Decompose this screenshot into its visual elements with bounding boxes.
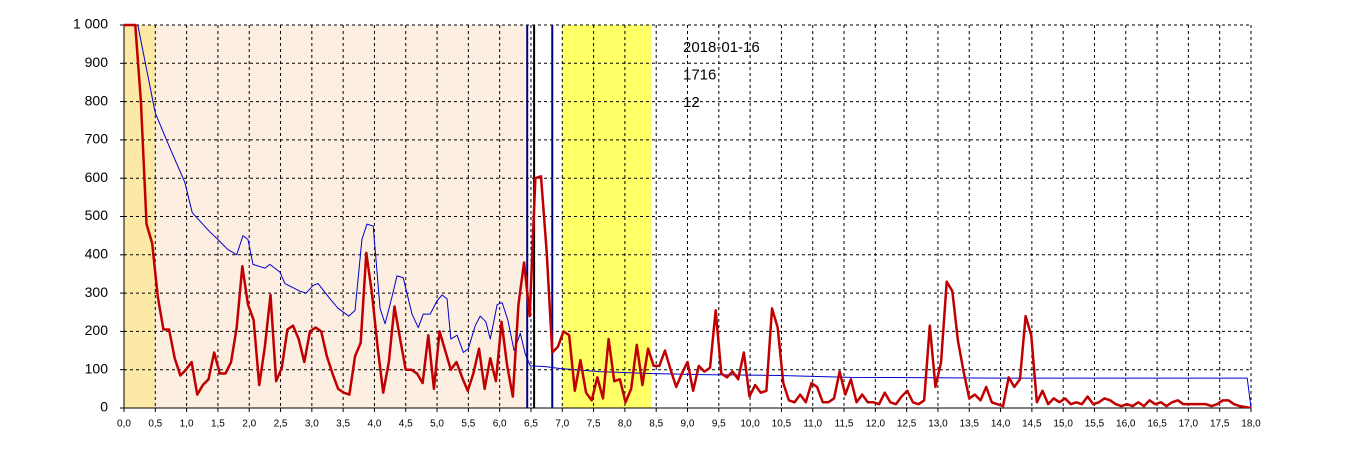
x-tick-label: 18,0 (1241, 419, 1261, 430)
x-tick-label: 14,0 (991, 419, 1011, 430)
x-tick-label: 6,5 (524, 419, 538, 430)
x-tick-label: 10,5 (772, 419, 792, 430)
annotation: 12 (683, 94, 700, 111)
x-tick-label: 5,5 (461, 419, 475, 430)
x-tick-label: 1,0 (180, 419, 194, 430)
x-tick-label: 9,0 (681, 419, 695, 430)
x-tick-label: 11,5 (835, 419, 854, 430)
x-tick-label: 5,0 (430, 419, 444, 430)
x-tick-label: 3,5 (336, 419, 350, 430)
x-tick-label: 12,5 (897, 419, 917, 430)
x-tick-label: 2,0 (242, 419, 256, 430)
x-tick-label: 0,5 (148, 419, 162, 430)
x-tick-label: 17,0 (1179, 419, 1199, 430)
x-tick-label: 8,0 (618, 419, 632, 430)
x-tick-label: 6,0 (493, 419, 507, 430)
y-tick-label: 0 (100, 399, 108, 415)
x-tick-label: 16,0 (1116, 419, 1136, 430)
x-tick-label: 16,5 (1147, 419, 1167, 430)
x-tick-label: 14,5 (1022, 419, 1042, 430)
x-tick-label: 8,5 (649, 419, 663, 430)
x-tick-label: 15,0 (1053, 419, 1073, 430)
y-tick-label: 800 (85, 92, 109, 108)
y-tick-label: 400 (85, 246, 109, 262)
x-tick-label: 4,0 (367, 419, 381, 430)
x-tick-label: 4,5 (399, 419, 413, 430)
y-tick-label: 600 (85, 169, 109, 185)
x-tick-label: 17,5 (1210, 419, 1230, 430)
data-line (124, 23, 1252, 408)
x-tick-label: 7,0 (555, 419, 569, 430)
x-tick-label: 9,5 (712, 419, 726, 430)
data-line (137, 24, 1252, 408)
x-tick-label: 10,0 (740, 419, 760, 430)
x-tick-label: 7,5 (587, 419, 601, 430)
x-tick-label: 0,0 (117, 419, 131, 430)
x-tick-label: 3,0 (305, 419, 319, 430)
x-tick-label: 12,0 (866, 419, 886, 430)
x-tick-label: 15,5 (1085, 419, 1105, 430)
y-tick-label: 100 (85, 360, 109, 376)
y-tick-label: 200 (85, 322, 109, 338)
x-tick-label: 13,5 (960, 419, 980, 430)
y-tick-label: 500 (85, 207, 109, 223)
x-tick-label: 2,5 (274, 419, 288, 430)
y-tick-label: 300 (85, 284, 109, 300)
annotation: 1716 (683, 66, 716, 83)
annotation: 2018-01-16 (683, 39, 760, 56)
x-tick-label: 1,5 (211, 419, 225, 430)
x-tick-label: 11,0 (803, 419, 822, 430)
y-tick-label: 700 (85, 131, 109, 147)
y-tick-label: 1 000 (73, 16, 108, 32)
x-tick-label: 13,0 (928, 419, 948, 430)
y-tick-label: 900 (85, 54, 109, 70)
